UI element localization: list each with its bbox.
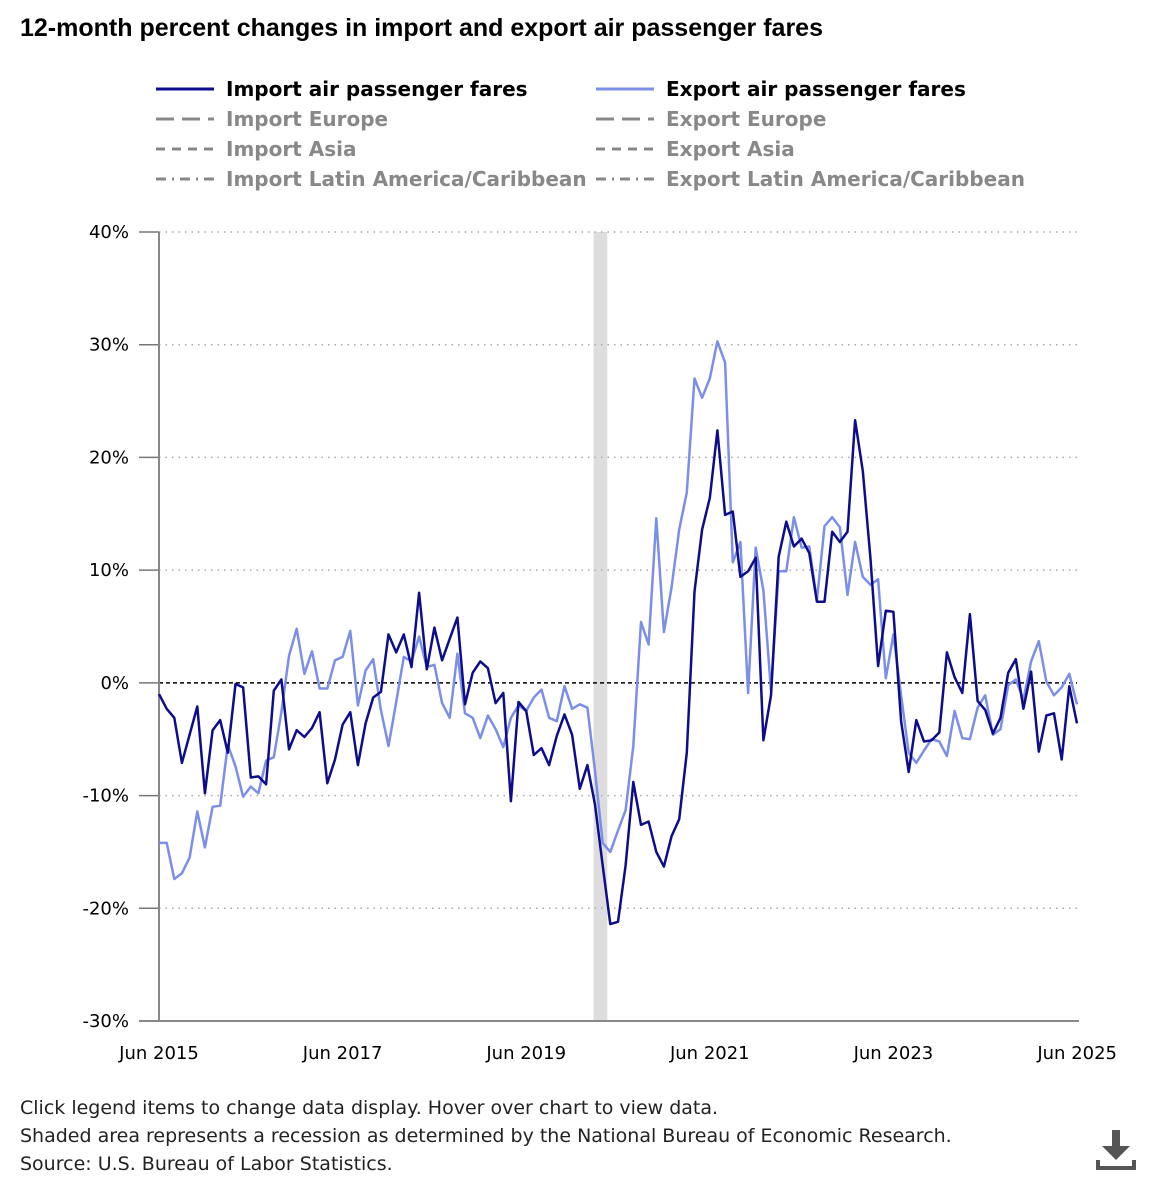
y-tick-label: -10%: [82, 786, 129, 807]
legend-label: Import Asia: [226, 137, 357, 161]
legend-swatch: [156, 117, 214, 121]
series-line-import[interactable]: [157, 418, 1079, 926]
legend-label: Export Asia: [666, 137, 795, 161]
x-tick-label: Jun 2021: [669, 1043, 750, 1064]
legend-item[interactable]: Import air passenger fares: [156, 76, 528, 102]
series-line-export[interactable]: [159, 340, 1079, 881]
recession-shading: [593, 232, 608, 1021]
legend-item[interactable]: Import Asia: [156, 136, 356, 162]
legend-label: Import Latin America/Caribbean: [226, 167, 587, 191]
download-button[interactable]: [1094, 1128, 1138, 1174]
legend-label: Export Europe: [666, 107, 827, 131]
y-tick-label: 30%: [89, 335, 129, 356]
legend-swatch: [596, 87, 654, 91]
legend-item[interactable]: Import Europe: [156, 106, 388, 132]
footer-notes: Click legend items to change data displa…: [20, 1094, 952, 1178]
legend-item[interactable]: Export Latin America/Caribbean: [596, 166, 1025, 192]
legend-item[interactable]: Import Latin America/Caribbean: [156, 166, 587, 192]
legend-swatch: [156, 177, 214, 181]
legend-swatch: [156, 147, 214, 151]
legend-item[interactable]: Export air passenger fares: [596, 76, 966, 102]
legend-item[interactable]: Export Asia: [596, 136, 795, 162]
legend-label: Import air passenger fares: [226, 77, 528, 101]
x-tick-label: Jun 2017: [302, 1043, 383, 1064]
y-tick-label: 20%: [89, 447, 129, 468]
legend-label: Export Latin America/Caribbean: [666, 167, 1025, 191]
legend-item[interactable]: Export Europe: [596, 106, 826, 132]
y-tick-label: 10%: [89, 560, 129, 581]
x-tick-label: Jun 2025: [1036, 1043, 1117, 1064]
download-icon: [1096, 1130, 1136, 1170]
y-tick-label: -30%: [82, 1011, 129, 1032]
legend-swatch: [596, 117, 654, 121]
x-tick-label: Jun 2019: [485, 1043, 566, 1064]
legend-swatch: [596, 177, 654, 181]
y-tick-label: -20%: [82, 898, 129, 919]
x-tick-label: Jun 2015: [118, 1043, 199, 1064]
legend-swatch: [596, 147, 654, 151]
y-tick-label: 0%: [100, 673, 129, 694]
footer-source: Source: U.S. Bureau of Labor Statistics.: [20, 1153, 393, 1175]
legend-swatch: [156, 87, 214, 91]
chart-title: 12-month percent changes in import and e…: [20, 14, 823, 42]
footer-instructions: Click legend items to change data displa…: [20, 1097, 719, 1119]
x-tick-label: Jun 2023: [853, 1043, 934, 1064]
legend-label: Import Europe: [226, 107, 389, 131]
footer-recession-note: Shaded area represents a recession as de…: [20, 1125, 952, 1147]
legend-label: Export air passenger fares: [666, 77, 966, 101]
y-tick-label: 40%: [89, 222, 129, 243]
